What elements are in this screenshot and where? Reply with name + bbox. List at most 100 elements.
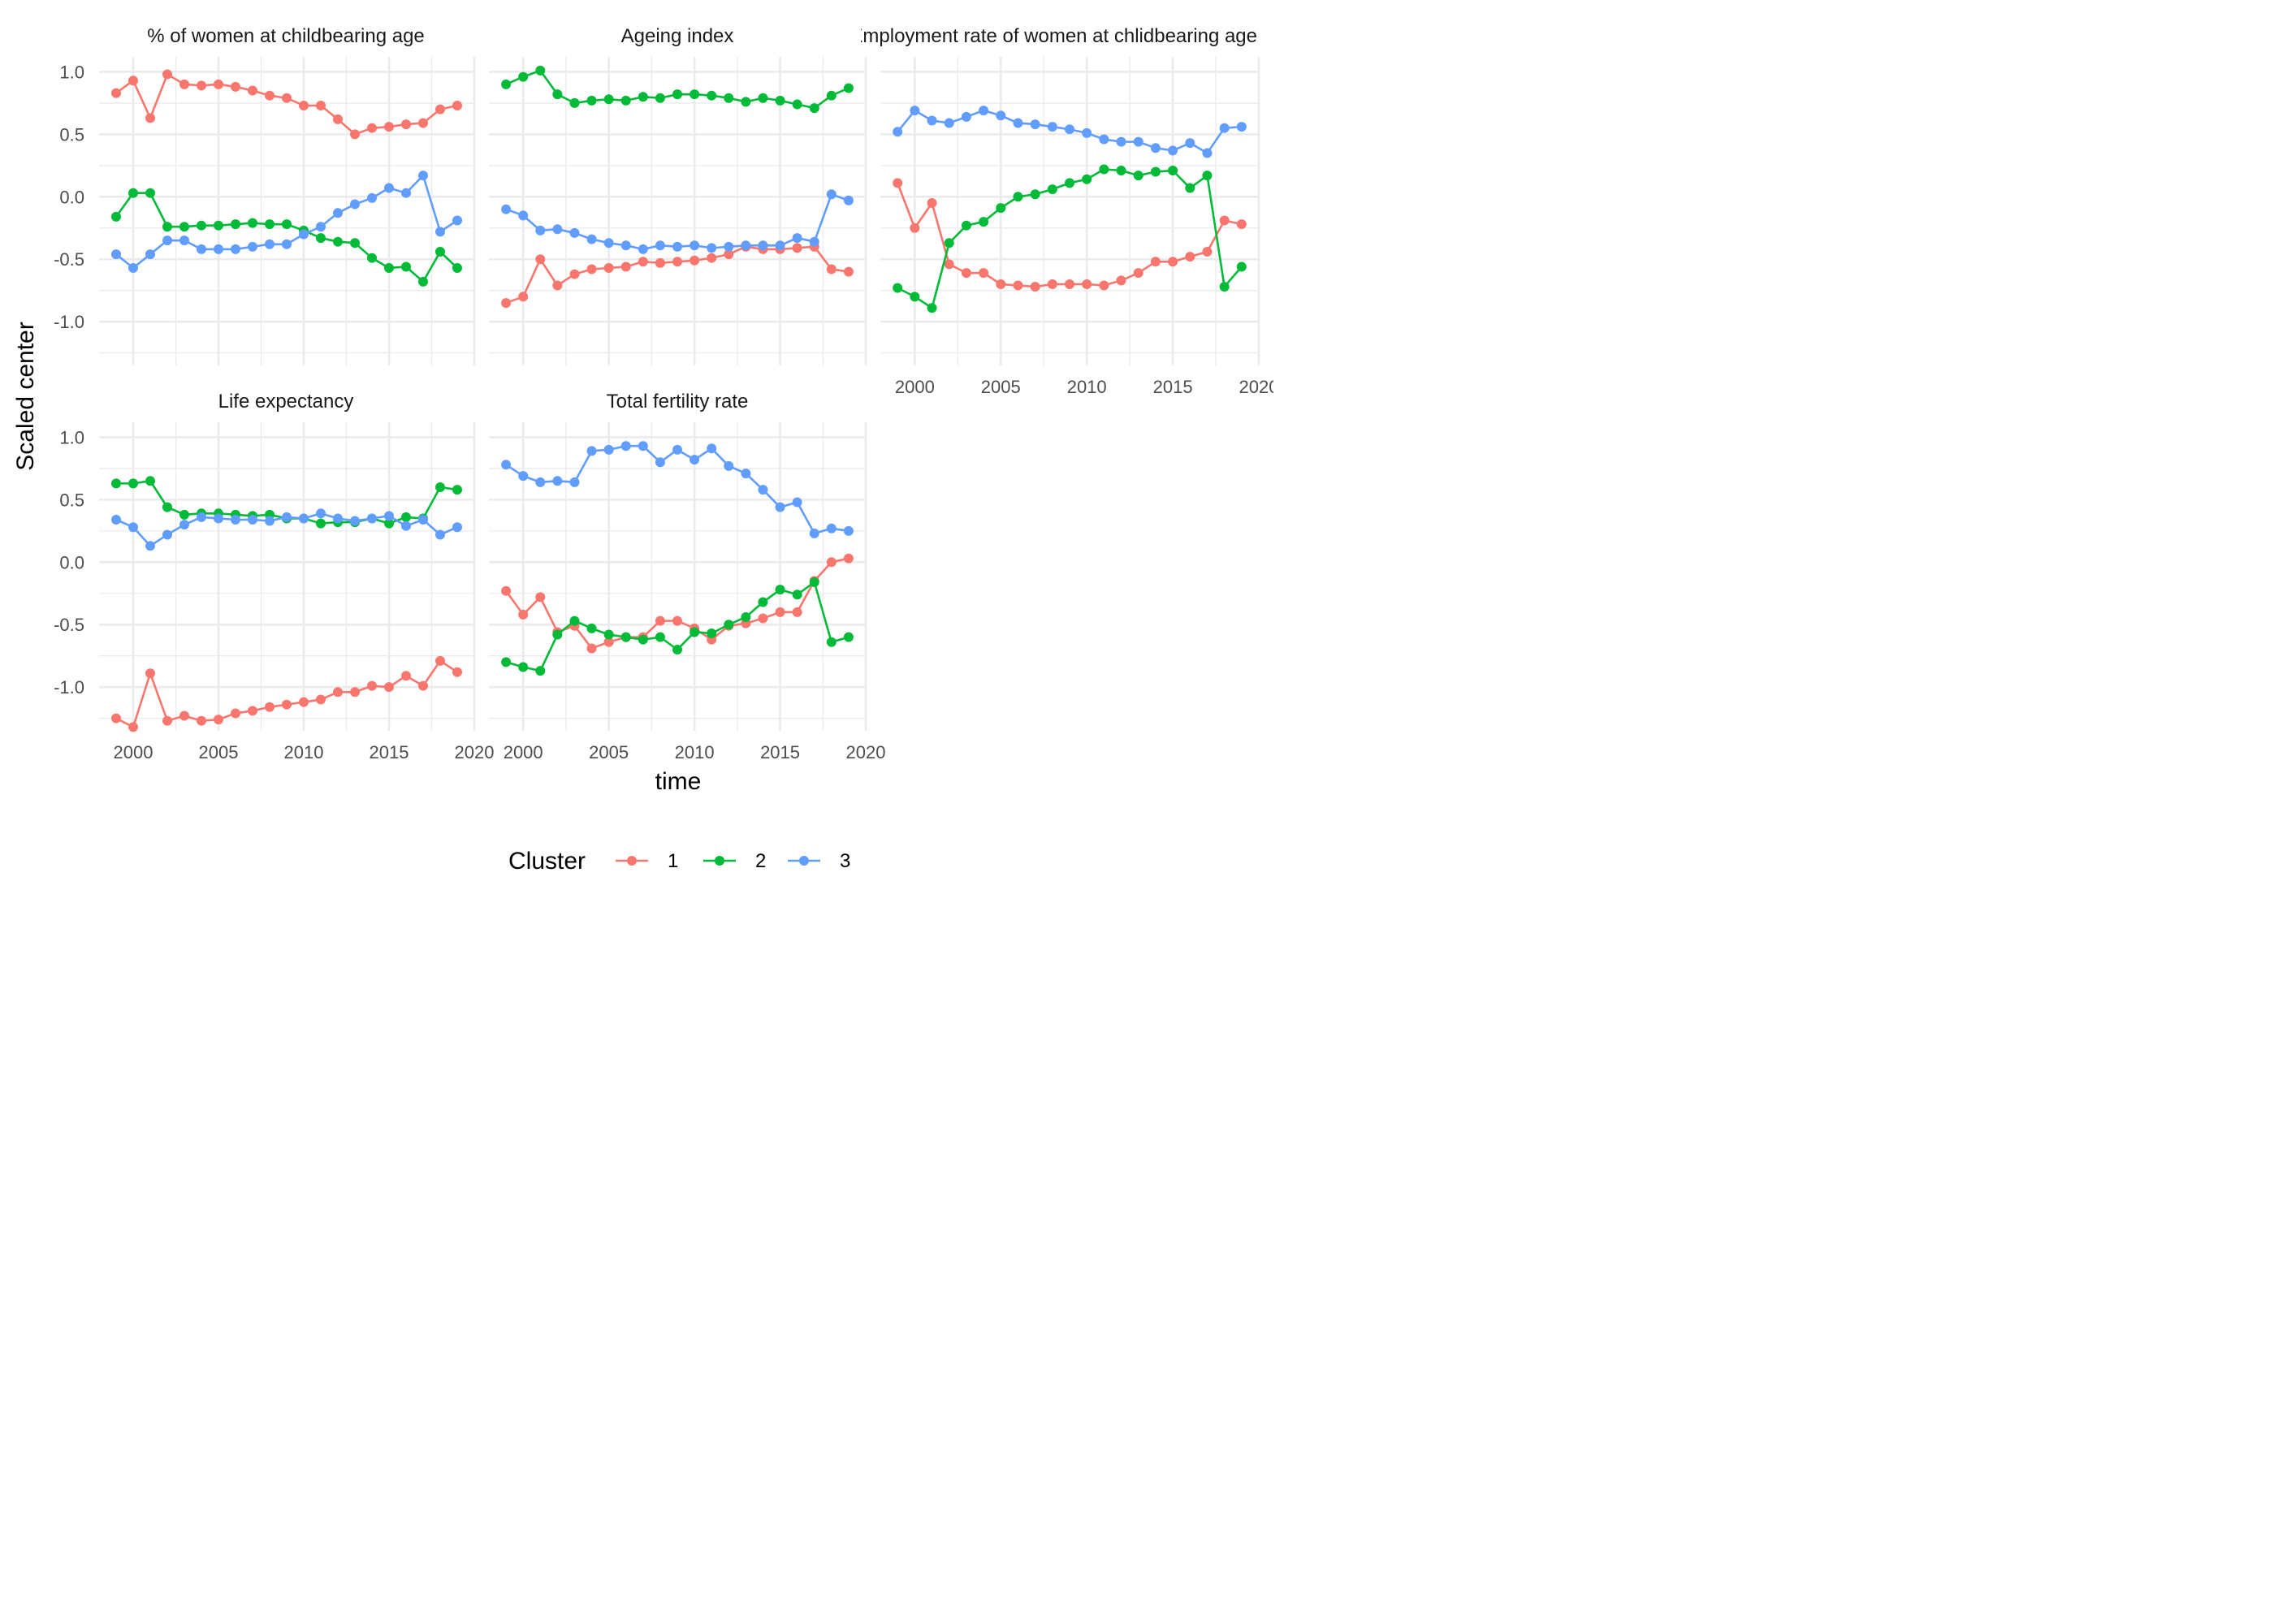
data-point-cluster-3	[724, 241, 734, 252]
data-point-cluster-2	[910, 292, 920, 302]
data-point-cluster-2	[214, 220, 223, 231]
data-point-cluster-2	[569, 97, 580, 108]
data-point-cluster-3	[535, 225, 546, 235]
data-point-cluster-1	[1116, 275, 1126, 286]
data-point-cluster-3	[1082, 127, 1092, 138]
x-tick-label: 2010	[675, 742, 715, 762]
data-point-cluster-3	[111, 249, 121, 260]
legend-label: 1	[668, 850, 678, 872]
data-point-cluster-2	[1099, 164, 1109, 175]
legend-key-point	[627, 856, 637, 866]
data-point-cluster-1	[179, 79, 189, 89]
data-point-cluster-1	[418, 118, 428, 128]
data-point-cluster-2	[707, 90, 717, 101]
data-point-cluster-1	[179, 710, 189, 721]
data-point-cluster-1	[333, 687, 343, 698]
data-point-cluster-3	[586, 234, 597, 244]
data-point-cluster-1	[1236, 219, 1247, 230]
data-point-cluster-3	[792, 497, 802, 508]
data-point-cluster-3	[316, 508, 326, 519]
data-point-cluster-3	[518, 210, 529, 221]
data-point-cluster-3	[741, 240, 751, 251]
data-point-cluster-3	[552, 476, 563, 486]
data-point-cluster-1	[214, 79, 223, 89]
data-point-cluster-3	[128, 263, 138, 273]
data-point-cluster-3	[162, 235, 172, 246]
data-point-cluster-1	[655, 257, 665, 268]
data-point-cluster-3	[655, 457, 665, 468]
data-point-cluster-2	[1236, 261, 1247, 272]
data-point-cluster-2	[809, 103, 819, 114]
data-point-cluster-2	[316, 518, 326, 529]
data-point-cluster-2	[231, 219, 240, 230]
data-point-cluster-1	[1065, 279, 1074, 289]
data-point-cluster-1	[843, 553, 854, 564]
data-point-cluster-2	[384, 263, 394, 273]
data-point-cluster-1	[350, 129, 360, 140]
data-point-cluster-2	[518, 662, 529, 672]
data-point-cluster-1	[401, 671, 411, 681]
data-point-cluster-3	[620, 441, 631, 451]
data-point-cluster-2	[1047, 184, 1057, 195]
data-point-cluster-2	[145, 476, 155, 486]
data-point-cluster-1	[501, 585, 512, 596]
data-point-cluster-1	[758, 613, 768, 624]
data-point-cluster-3	[248, 241, 257, 252]
data-point-cluster-3	[145, 249, 155, 260]
data-point-cluster-2	[333, 236, 343, 247]
data-point-cluster-1	[231, 81, 240, 92]
data-point-cluster-2	[316, 233, 326, 244]
data-point-cluster-1	[672, 615, 682, 626]
data-point-cluster-3	[1133, 136, 1143, 147]
data-point-cluster-2	[418, 276, 428, 287]
data-point-cluster-2	[401, 512, 411, 522]
data-point-cluster-2	[741, 97, 751, 107]
data-point-cluster-2	[179, 509, 189, 520]
panel-title: Ageing index	[621, 25, 734, 47]
data-point-cluster-3	[741, 469, 751, 479]
data-point-cluster-2	[809, 577, 819, 587]
data-point-cluster-1	[843, 266, 854, 277]
data-point-cluster-3	[518, 471, 529, 482]
data-point-cluster-3	[1168, 145, 1178, 156]
data-point-cluster-2	[843, 83, 854, 93]
data-point-cluster-1	[1219, 215, 1230, 226]
data-point-cluster-1	[265, 90, 275, 101]
legend-key-point	[715, 856, 724, 866]
data-point-cluster-1	[1185, 252, 1195, 262]
data-point-cluster-3	[1030, 119, 1040, 130]
data-point-cluster-3	[927, 115, 937, 126]
data-point-cluster-1	[231, 708, 240, 719]
data-point-cluster-2	[535, 666, 546, 676]
data-point-cluster-3	[333, 208, 343, 218]
data-point-cluster-3	[111, 515, 121, 525]
panel-title: % of women at childbearing age	[147, 25, 425, 47]
data-point-cluster-2	[655, 93, 665, 103]
data-point-cluster-1	[316, 101, 326, 110]
data-point-cluster-2	[927, 303, 937, 313]
data-point-cluster-3	[214, 513, 223, 524]
series-line-cluster-1	[896, 182, 1243, 288]
data-point-cluster-1	[927, 198, 937, 208]
data-point-cluster-3	[672, 444, 682, 455]
panel-1: % of women at childbearing age 1.0 0.5 0.0 -…	[54, 25, 476, 365]
data-point-cluster-1	[655, 615, 665, 626]
data-point-cluster-1	[535, 592, 546, 603]
data-point-cluster-3	[418, 515, 428, 525]
x-tick-label: 2010	[284, 742, 324, 762]
data-point-cluster-2	[248, 218, 257, 228]
data-point-cluster-2	[435, 482, 445, 492]
data-point-cluster-1	[197, 715, 206, 726]
data-point-cluster-3	[893, 127, 903, 137]
data-point-cluster-3	[367, 192, 377, 203]
data-point-cluster-3	[452, 215, 462, 226]
data-point-cluster-3	[179, 520, 189, 530]
data-point-cluster-2	[1133, 171, 1143, 181]
data-point-cluster-2	[638, 92, 648, 102]
data-point-cluster-1	[145, 113, 155, 123]
data-point-cluster-2	[350, 238, 360, 248]
legend-key-point	[799, 856, 809, 866]
data-point-cluster-1	[452, 667, 462, 677]
data-point-cluster-1	[333, 114, 343, 124]
data-point-cluster-2	[401, 261, 411, 272]
